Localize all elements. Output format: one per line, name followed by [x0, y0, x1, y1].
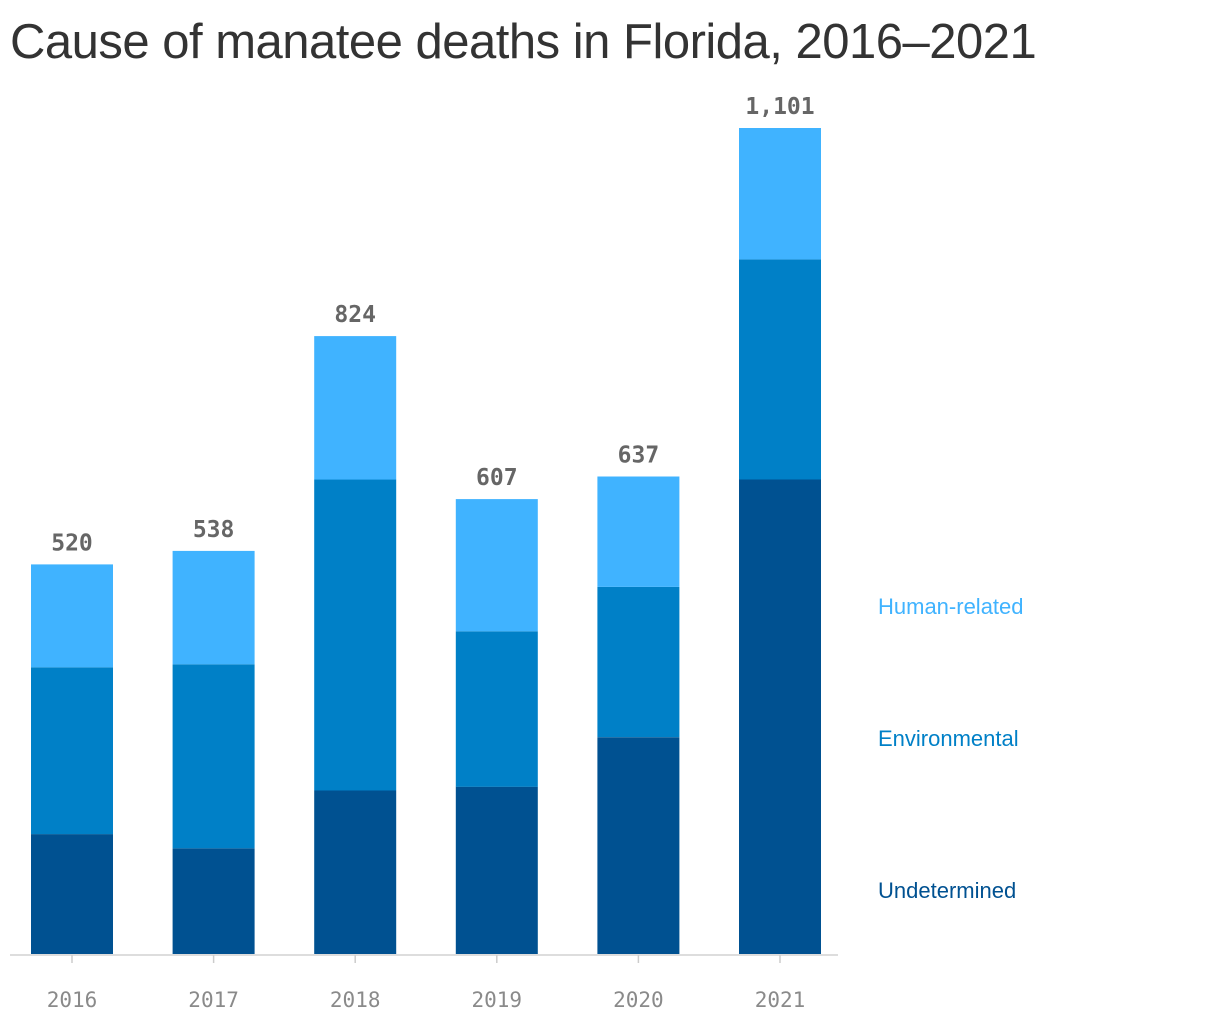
- legend-label-environmental: Environmental: [878, 726, 1019, 751]
- bar-segment-human-related-2016: [31, 564, 113, 668]
- bar-segment-human-related-2021: [739, 128, 821, 260]
- bar-segment-human-related-2017: [172, 550, 255, 665]
- bar-segment-undetermined-2017: [172, 848, 255, 955]
- bar-segment-undetermined-2020: [597, 737, 680, 955]
- total-label-2021: 1,101: [745, 94, 814, 120]
- bar-segment-environmental-2020: [597, 586, 680, 738]
- bar-segment-undetermined-2019: [455, 786, 538, 955]
- bar-segment-environmental-2019: [455, 631, 538, 787]
- total-labels-layer: 520 538 824 607 637 1,101: [51, 94, 814, 556]
- tick-label-2016: 2016: [47, 988, 98, 1012]
- total-label-2018: 824: [334, 302, 376, 328]
- bar-segment-environmental-2021: [739, 259, 821, 480]
- total-label-2017: 538: [193, 517, 235, 543]
- total-label-2020: 637: [618, 443, 660, 469]
- bar-segment-undetermined-2016: [31, 834, 113, 955]
- bars-layer: [31, 128, 821, 955]
- total-label-2016: 520: [51, 530, 93, 556]
- bar-segment-environmental-2017: [172, 664, 255, 849]
- total-label-2019: 607: [476, 465, 518, 491]
- bar-segment-human-related-2019: [455, 499, 538, 632]
- bar-segment-human-related-2018: [314, 336, 397, 480]
- bar-segment-undetermined-2021: [739, 479, 821, 955]
- legend-label-undetermined: Undetermined: [878, 878, 1016, 903]
- chart-title: Cause of manatee deaths in Florida, 2016…: [10, 15, 1037, 69]
- x-axis-ticks: 2016 2017 2018 2019 2020 2021: [47, 955, 806, 1012]
- bar-segment-human-related-2020: [597, 476, 680, 587]
- tick-label-2020: 2020: [613, 988, 664, 1012]
- bar-segment-environmental-2016: [31, 667, 113, 835]
- tick-label-2017: 2017: [188, 988, 239, 1012]
- legend: Human-related Environmental Undetermined: [878, 594, 1024, 903]
- tick-label-2018: 2018: [330, 988, 381, 1012]
- bar-segment-undetermined-2018: [314, 790, 397, 955]
- bar-segment-environmental-2018: [314, 479, 397, 791]
- tick-label-2021: 2021: [755, 988, 806, 1012]
- tick-label-2019: 2019: [472, 988, 523, 1012]
- legend-label-human-related: Human-related: [878, 594, 1024, 619]
